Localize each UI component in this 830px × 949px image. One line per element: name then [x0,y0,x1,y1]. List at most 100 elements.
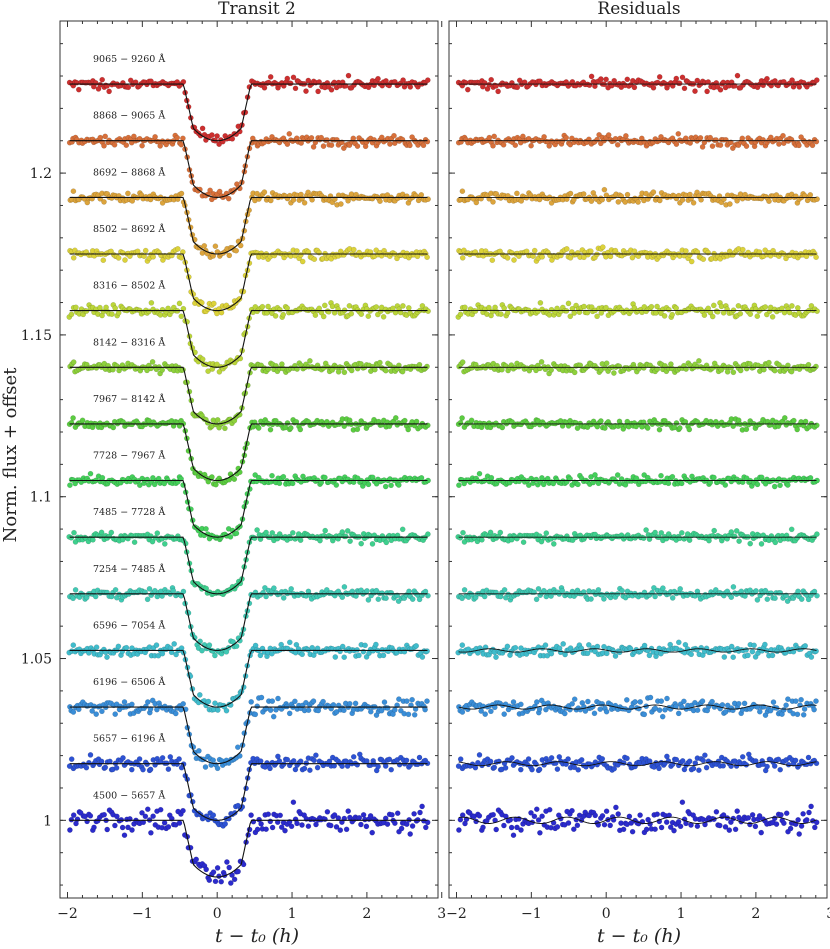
residual-point [607,822,614,829]
data-point [102,133,108,140]
data-point [315,88,321,95]
data-point [346,700,353,707]
data-point [140,819,147,826]
data-point [406,588,412,595]
residual-point [624,697,630,703]
residual-point [669,473,676,480]
data-point [333,824,340,830]
data-point [101,199,107,205]
residual-point [591,710,598,717]
residual-point [813,363,819,370]
data-point [209,132,215,138]
residual-point [663,819,670,825]
data-point [254,703,261,710]
residual-point [637,812,643,818]
data-point [290,197,297,203]
residual-point [728,594,735,601]
model-curve [69,819,428,878]
data-point [252,711,259,718]
residual-point [457,535,464,541]
residual-point [482,711,489,717]
residual-point [491,764,498,771]
data-point [292,698,298,705]
data-point [365,597,372,603]
data-point [119,824,126,831]
data-point [335,368,342,375]
data-point [236,469,243,476]
residual-point [713,809,720,815]
data-point [358,311,365,317]
residual-point [595,587,602,593]
residual-point [493,654,499,660]
data-point [265,303,271,310]
residual-point [683,248,689,254]
residual-point [800,811,806,817]
model-curve [69,536,428,595]
data-point [271,585,277,591]
data-point [350,135,357,142]
residual-point [778,812,784,818]
data-point [386,756,393,763]
residual-point [739,754,746,760]
data-point [129,827,135,833]
data-point [400,303,406,309]
data-point [252,472,258,478]
residual-point [656,426,663,433]
data-point [212,652,218,659]
residual-series [456,358,819,377]
data-point [424,254,430,261]
residual-point [509,755,515,761]
data-point [405,305,412,311]
residual-point [656,765,662,772]
residual-point [781,707,787,713]
data-point [237,355,244,362]
data-point [112,822,118,829]
residual-point [734,808,741,814]
residual-point [811,706,817,713]
residual-point [677,823,684,830]
data-point [150,813,156,820]
residual-point [510,699,517,705]
data-point [339,643,346,650]
data-point [226,864,232,871]
residual-point [603,808,610,815]
data-point [384,821,391,827]
residual-point [493,826,500,833]
data-point [123,644,130,651]
residual-point [808,654,815,660]
residual-point [789,303,795,309]
residual-point [654,811,661,818]
residual-point [498,311,504,317]
data-point [257,652,264,659]
residual-point [603,360,610,367]
data-point [354,426,361,433]
data-point [288,823,295,830]
residual-point [813,648,819,654]
model-curve [69,479,428,538]
data-point [210,757,216,764]
data-point [178,190,185,197]
data-point [352,700,359,707]
data-point [333,482,340,488]
residual-point [575,481,581,488]
residual-point [489,257,496,264]
residual-point [497,529,504,536]
residual-point [648,303,655,310]
residual-point [457,419,464,426]
residual-point [758,829,765,836]
data-point [248,699,254,705]
residual-point [490,199,496,205]
residual-point [647,821,653,827]
data-point [347,538,353,544]
data-point [212,243,219,249]
data-point [210,869,217,875]
data-point [214,765,221,772]
data-point [322,816,328,823]
data-point [324,809,331,815]
data-point [356,652,362,659]
data-point [419,803,425,810]
residual-point [732,826,739,833]
data-point [369,541,376,547]
residual-point [795,817,801,823]
data-point [320,698,326,705]
